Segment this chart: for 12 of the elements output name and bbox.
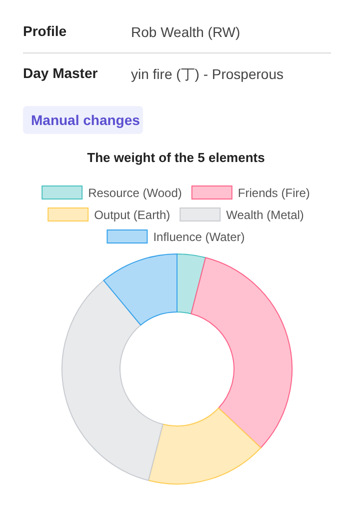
legend-label: Resource (Wood) — [88, 186, 182, 200]
donut-slice — [190, 257, 292, 448]
donut-slice — [103, 254, 178, 326]
donut-slice — [176, 254, 206, 314]
legend-label: Friends (Fire) — [238, 186, 310, 200]
legend-label: Influence (Water) — [153, 230, 245, 244]
chart-title: The weight of the 5 elements — [87, 150, 265, 165]
donut-slice — [148, 408, 262, 484]
page: Profile Rob Wealth (RW) Day Master yin fire (丁) - Prosperous Manual changes — [22, 23, 332, 134]
legend-label: Wealth (Metal) — [226, 208, 304, 222]
legend-label: Output (Earth) — [94, 208, 170, 222]
donut-slice — [62, 280, 164, 481]
